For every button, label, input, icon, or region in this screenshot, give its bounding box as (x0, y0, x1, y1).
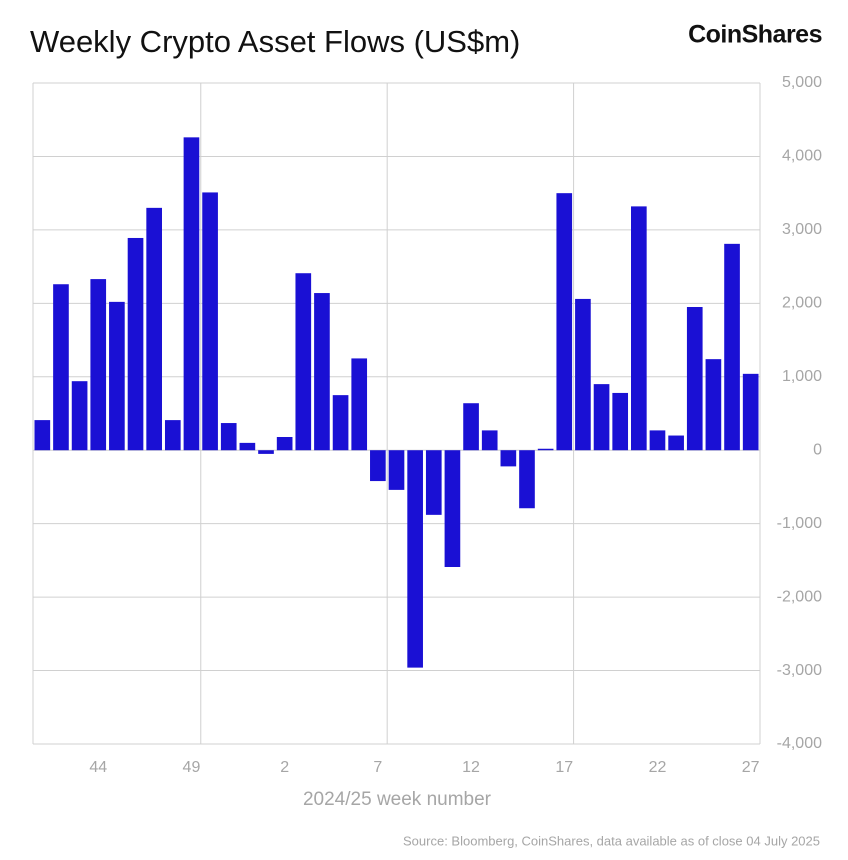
bar (90, 279, 107, 451)
bar (258, 450, 274, 454)
y-tick-label: 1,000 (782, 368, 822, 385)
y-tick-label: 2,000 (782, 295, 822, 312)
y-tick-label: -4,000 (777, 735, 822, 752)
bar (295, 273, 312, 451)
y-tick-label: 3,000 (782, 221, 822, 238)
bar (127, 237, 144, 451)
bar (183, 137, 200, 451)
bar (481, 430, 498, 451)
bar (109, 301, 125, 451)
bar (351, 358, 368, 451)
bar (500, 450, 517, 467)
bar (164, 420, 181, 451)
source-note: Source: Bloomberg, CoinShares, data avai… (403, 833, 820, 848)
bar (631, 206, 647, 451)
y-tick-label: -3,000 (777, 662, 822, 679)
bar (202, 192, 218, 451)
bar (71, 381, 88, 451)
y-tick-label: -1,000 (777, 515, 822, 532)
bar (705, 359, 722, 451)
brand-logo: CoinShares (688, 21, 822, 49)
bar (276, 437, 293, 451)
bar (612, 392, 629, 451)
bar (332, 395, 349, 451)
x-tick-label: 7 (373, 759, 382, 776)
bar (742, 373, 759, 451)
bar (556, 193, 573, 451)
bar (668, 435, 684, 451)
bar (593, 384, 610, 451)
x-tick-label: 27 (742, 759, 760, 776)
bar (649, 430, 666, 451)
bar (388, 450, 405, 490)
chart-title: Weekly Crypto Asset Flows (US$m) (30, 24, 520, 59)
x-axis-title: 2024/25 week number (303, 789, 492, 810)
bar (724, 243, 740, 451)
bar (370, 450, 386, 482)
bar (314, 293, 330, 451)
y-tick-label: -2,000 (777, 588, 822, 605)
bar (575, 298, 591, 451)
bar (53, 284, 69, 451)
x-tick-label: 44 (89, 759, 107, 776)
y-tick-label: 0 (813, 441, 822, 458)
bar (34, 420, 51, 451)
bar (519, 450, 535, 509)
bar (146, 207, 162, 451)
bar (220, 423, 237, 451)
x-tick-label: 49 (183, 759, 201, 776)
x-tick-label: 22 (649, 759, 667, 776)
bar (239, 442, 256, 451)
x-tick-label: 17 (555, 759, 573, 776)
x-tick-label: 2 (280, 759, 289, 776)
x-tick-label: 12 (462, 759, 480, 776)
bar (686, 307, 703, 451)
y-tick-label: 4,000 (782, 148, 822, 165)
bar (463, 403, 479, 451)
bar (425, 450, 442, 515)
bar (444, 450, 461, 567)
bar (537, 448, 554, 451)
y-tick-label: 5,000 (782, 74, 822, 91)
bar (407, 450, 423, 668)
